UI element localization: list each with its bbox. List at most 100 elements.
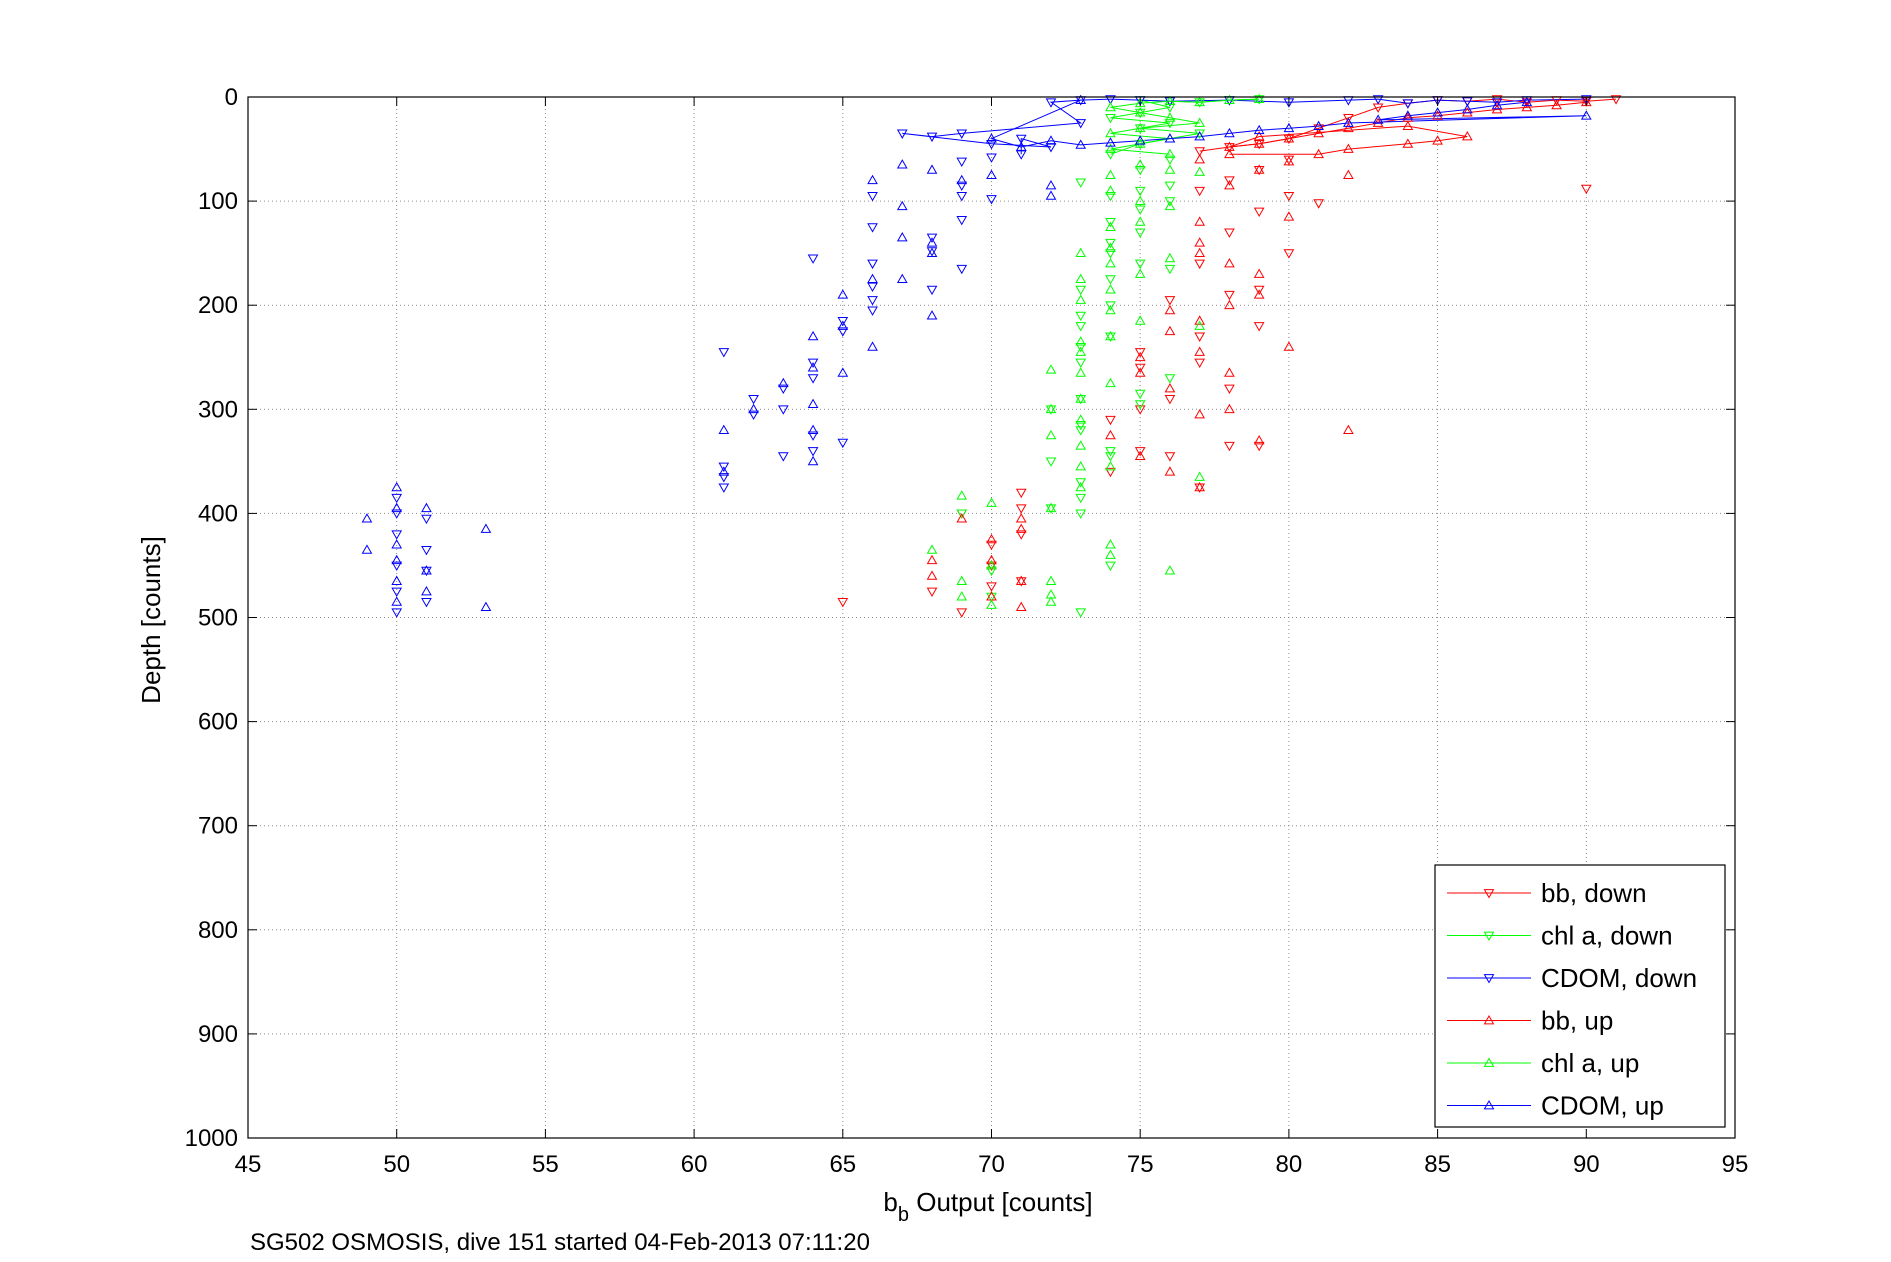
data-point [1045, 457, 1057, 467]
data-point [956, 215, 968, 226]
data-point [1194, 186, 1206, 197]
data-point [1164, 133, 1176, 143]
data-point [926, 132, 938, 143]
data-point [867, 223, 878, 233]
data-point [1134, 216, 1146, 226]
data-point [1224, 228, 1235, 238]
data-point [1283, 249, 1295, 259]
data-point [391, 596, 403, 606]
data-point [1164, 374, 1176, 384]
data-point [718, 483, 730, 493]
legend-entry-label: chl a, down [1541, 921, 1673, 951]
data-point [1253, 322, 1265, 332]
data-point [748, 395, 759, 405]
data-point [1015, 513, 1027, 523]
data-point [1521, 101, 1533, 112]
data-point [926, 233, 938, 244]
data-point [1194, 129, 1206, 139]
data-point [1075, 119, 1087, 129]
data-point [867, 273, 878, 284]
data-point [807, 358, 819, 368]
data-point [956, 591, 968, 601]
data-point [391, 554, 403, 565]
data-point [896, 129, 908, 139]
data-point [1253, 289, 1265, 299]
data-point [1015, 141, 1027, 151]
data-point [1045, 429, 1057, 440]
legend-swatch-marker [1483, 1057, 1495, 1067]
y-tick-label: 0 [225, 84, 238, 111]
data-point [1402, 99, 1414, 109]
data-point [1075, 247, 1087, 258]
data-point [1253, 95, 1265, 105]
data-point [1075, 426, 1087, 436]
data-point [1402, 138, 1414, 148]
legend-entry-label: chl a, up [1541, 1048, 1639, 1078]
data-point [718, 462, 730, 473]
data-point [1105, 447, 1116, 457]
data-point [896, 273, 908, 284]
data-point [1134, 450, 1146, 461]
data-point [1194, 237, 1206, 247]
data-point [1045, 504, 1057, 514]
data-point [1134, 205, 1146, 215]
data-point [1105, 221, 1116, 231]
data-point [1105, 127, 1116, 138]
data-point [1521, 96, 1533, 107]
x-tick-label: 90 [1573, 1151, 1600, 1178]
data-point [391, 502, 403, 513]
data-point [1164, 103, 1176, 113]
data-point [1134, 135, 1146, 145]
data-point [421, 565, 432, 575]
data-point [1075, 395, 1087, 405]
data-point [1164, 252, 1176, 263]
data-point [986, 599, 997, 609]
data-point [1253, 285, 1265, 296]
data-point [1045, 405, 1057, 415]
data-point [986, 169, 997, 179]
x-axis-label: bb Output [counts] [883, 1187, 1092, 1226]
series-line-5 [990, 99, 1587, 148]
data-point [837, 367, 849, 377]
data-point [986, 554, 997, 565]
data-point [1105, 377, 1116, 388]
data-point [480, 601, 492, 611]
data-point [1224, 179, 1235, 190]
data-point [1551, 99, 1562, 110]
data-point [1045, 143, 1057, 153]
data-point [1372, 117, 1384, 127]
data-point [1134, 351, 1146, 362]
data-point [1164, 148, 1176, 159]
data-point [1134, 400, 1146, 410]
data-point [1015, 150, 1027, 160]
data-point [1402, 110, 1414, 120]
data-point [1253, 435, 1265, 445]
data-point [1105, 561, 1116, 571]
data-point [1105, 150, 1116, 160]
data-point [1045, 596, 1057, 606]
data-point [1253, 138, 1265, 148]
data-point [1134, 367, 1146, 377]
data-point [986, 497, 997, 507]
data-point [1313, 120, 1325, 131]
data-point [956, 181, 968, 191]
data-point [1075, 440, 1087, 450]
data-point [1045, 502, 1057, 513]
data-point [1194, 166, 1206, 176]
data-point [1075, 509, 1087, 519]
data-point [1075, 493, 1087, 504]
data-point [926, 570, 938, 580]
data-point [1105, 332, 1116, 342]
data-point [837, 438, 849, 449]
data-point [807, 455, 819, 466]
data-point [1580, 184, 1592, 195]
data-point [926, 544, 938, 554]
data-point [956, 129, 968, 139]
data-point [1075, 311, 1087, 322]
data-point [1461, 131, 1473, 141]
data-point [896, 232, 908, 242]
data-point [1164, 565, 1176, 575]
y-axis-ticks: 0 100 200 300 400 500 600 700 800 900 1000 [185, 84, 1735, 1152]
data-point [867, 174, 878, 185]
